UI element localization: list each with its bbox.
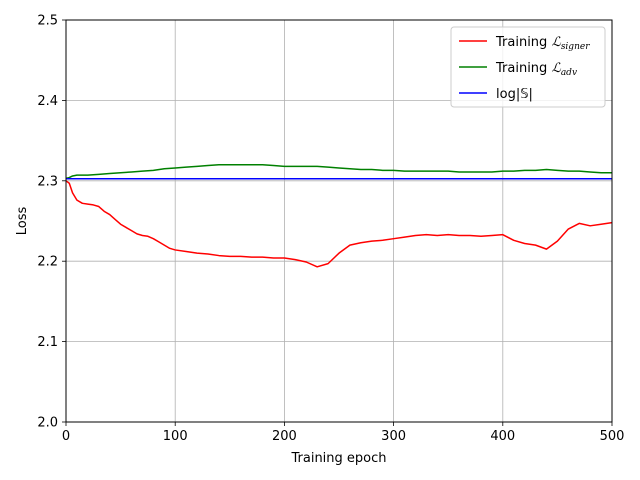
- x-tick-label: 500: [600, 429, 625, 444]
- legend-label-symbol: ℒ: [551, 61, 561, 76]
- y-tick-label: 2.3: [37, 174, 58, 189]
- legend-label: Training ℒadv: [495, 61, 577, 78]
- y-tick-label: 2.0: [37, 416, 58, 431]
- y-tick-label: 2.4: [37, 94, 58, 109]
- ticks: 0 100 200 300 400 500 2.0 2.1 2.2 2.3 2.4 2.5: [37, 14, 624, 445]
- series-layer: [65, 163, 613, 268]
- x-tick-label: 400: [490, 429, 515, 444]
- legend-label-subscript: signer: [561, 42, 590, 52]
- y-tick-label: 2.5: [37, 14, 58, 29]
- legend-box: [450, 26, 606, 108]
- y-tick-label: 2.2: [37, 255, 58, 270]
- series-line-adv: [65, 163, 612, 180]
- x-tick-label: 0: [62, 429, 70, 444]
- legend-label: log|𝕊|: [496, 87, 533, 102]
- x-tick-label: 300: [381, 429, 406, 444]
- y-axis-label: Loss: [15, 207, 30, 236]
- x-axis-label: Training epoch: [290, 451, 386, 466]
- legend-label-main: log|𝕊|: [496, 87, 533, 102]
- plot-frame: [65, 19, 613, 423]
- x-tick-label: 100: [163, 429, 188, 444]
- legend-label-main: Training: [495, 61, 551, 76]
- legend-label: Training ℒsigner: [495, 35, 590, 52]
- y-tick-label: 2.1: [37, 335, 58, 350]
- legend-label-symbol: ℒ: [551, 35, 561, 50]
- legend-label-main: Training: [495, 35, 551, 50]
- legend-label-subscript: adv: [561, 68, 577, 78]
- series-line-signer: [65, 180, 613, 268]
- x-tick-label: 200: [272, 429, 297, 444]
